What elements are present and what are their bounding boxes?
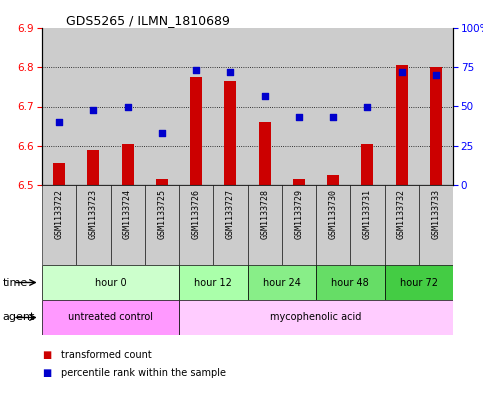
Bar [384,265,453,300]
Text: hour 24: hour 24 [263,277,301,288]
Bar [350,28,384,185]
Point [432,72,440,78]
Bar [111,185,145,265]
Point [55,119,63,125]
Bar [145,185,179,265]
Text: GSM1133726: GSM1133726 [192,189,200,239]
Point [329,114,337,121]
Bar [42,300,179,335]
Bar [122,144,134,185]
Point [261,92,269,99]
Text: GSM1133722: GSM1133722 [55,189,64,239]
Text: ■: ■ [42,368,51,378]
Text: GSM1133727: GSM1133727 [226,189,235,239]
Bar [384,185,419,265]
Point [124,103,131,110]
Text: hour 0: hour 0 [95,277,127,288]
Bar [384,28,419,185]
Text: GSM1133732: GSM1133732 [397,189,406,239]
Bar [42,28,76,185]
Text: GDS5265 / ILMN_1810689: GDS5265 / ILMN_1810689 [66,14,230,27]
Text: GSM1133729: GSM1133729 [294,189,303,239]
Bar [282,185,316,265]
Text: mycophenolic acid: mycophenolic acid [270,312,362,323]
Text: GSM1133731: GSM1133731 [363,189,372,239]
Text: time: time [2,277,28,288]
Point [192,67,200,73]
Text: transformed count: transformed count [61,350,152,360]
Bar [247,265,316,300]
Point [227,69,234,75]
Bar [316,265,384,300]
Bar [76,28,111,185]
Bar [213,185,247,265]
Bar [247,28,282,185]
Bar [225,81,236,185]
Bar [179,185,213,265]
Text: GSM1133725: GSM1133725 [157,189,166,239]
Text: GSM1133730: GSM1133730 [328,189,338,239]
Bar [156,179,168,185]
Bar [316,28,350,185]
Bar [327,175,339,185]
Text: hour 48: hour 48 [331,277,369,288]
Bar [179,28,213,185]
Bar [361,144,373,185]
Bar [111,28,145,185]
Text: ■: ■ [42,350,51,360]
Bar [145,28,179,185]
Bar [430,67,442,185]
Bar [76,185,111,265]
Point [89,107,97,113]
Point [158,130,166,136]
Bar [42,185,76,265]
Text: GSM1133723: GSM1133723 [89,189,98,239]
Bar [419,185,453,265]
Text: GSM1133733: GSM1133733 [431,189,440,239]
Text: GSM1133728: GSM1133728 [260,189,269,239]
Bar [419,28,453,185]
Bar [316,185,350,265]
Bar [293,179,305,185]
Point [398,69,406,75]
Point [295,114,303,121]
Bar [350,185,384,265]
Text: untreated control: untreated control [68,312,153,323]
Text: agent: agent [2,312,35,323]
Bar [179,300,453,335]
Text: GSM1133724: GSM1133724 [123,189,132,239]
Bar [396,65,408,185]
Bar [190,77,202,185]
Bar [87,150,99,185]
Bar [179,265,247,300]
Text: percentile rank within the sample: percentile rank within the sample [61,368,227,378]
Bar [42,265,179,300]
Bar [247,185,282,265]
Bar [213,28,247,185]
Bar [53,163,65,185]
Text: hour 72: hour 72 [400,277,438,288]
Bar [282,28,316,185]
Point [364,103,371,110]
Bar [258,122,270,185]
Text: hour 12: hour 12 [194,277,232,288]
